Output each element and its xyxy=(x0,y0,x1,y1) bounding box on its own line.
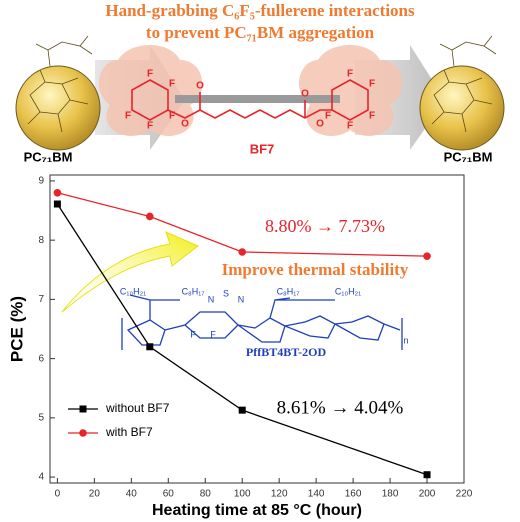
legend-marker xyxy=(79,405,87,413)
annotation: 8.80% → 7.73% xyxy=(265,216,385,236)
atom-label: F xyxy=(347,69,353,80)
polymer-atom-label: C₁₀H₂₁ xyxy=(120,286,146,296)
x-tick-label: 40 xyxy=(126,489,138,500)
y-tick-label: 4 xyxy=(38,472,44,483)
fullerene-label: PC₇₁BM xyxy=(444,149,493,164)
x-tick-label: 20 xyxy=(89,489,101,500)
data-point xyxy=(423,252,431,260)
x-tick-label: 220 xyxy=(456,489,473,500)
polymer-name: PffBT4BT-2OD xyxy=(246,345,327,359)
series-line xyxy=(57,192,428,257)
y-tick-label: 5 xyxy=(38,412,44,423)
fullerene-cage xyxy=(27,35,497,133)
polymer-bonds xyxy=(121,294,403,350)
polymer-atom-label: C₁₀H₂₁ xyxy=(335,286,361,296)
y-tick-label: 9 xyxy=(38,176,44,187)
linker-bar xyxy=(175,95,340,103)
x-tick-label: 100 xyxy=(234,489,251,500)
data-point xyxy=(146,343,154,351)
x-tick-label: 200 xyxy=(419,489,436,500)
data-point xyxy=(53,200,61,208)
atom-label: F xyxy=(125,111,131,122)
annotation: Improve thermal stability xyxy=(222,260,409,279)
fullerene xyxy=(15,65,101,151)
fullerene-label: PC₇₁BM xyxy=(24,149,73,164)
data-point xyxy=(238,406,246,414)
x-tick-label: 180 xyxy=(382,489,399,500)
data-point xyxy=(238,248,247,256)
atom-label: F xyxy=(169,111,175,122)
plot-frame xyxy=(49,174,465,484)
y-tick-label: 6 xyxy=(38,353,44,364)
highlight-arrow xyxy=(61,231,199,313)
polymer-atom-label: F xyxy=(210,329,216,339)
polymer-atom-label: n xyxy=(403,335,408,345)
atom-label: F xyxy=(147,121,153,132)
x-tick-label: 140 xyxy=(308,489,325,500)
atom-label: O xyxy=(196,81,204,92)
y-tick-label: 8 xyxy=(38,235,44,246)
legend-marker xyxy=(79,429,87,437)
polymer-atom-label: C₈H₁₇ xyxy=(182,286,205,296)
x-tick-label: 0 xyxy=(55,489,61,500)
atom-label: F xyxy=(325,111,331,122)
x-tick-label: 120 xyxy=(271,489,288,500)
atom-label: O xyxy=(316,119,324,130)
title-line: to prevent PC₇₁BM aggregation xyxy=(146,23,375,42)
polymer-atom-label: F xyxy=(190,329,196,339)
atom-label: F xyxy=(147,69,153,80)
series-line xyxy=(56,203,428,476)
x-tick-label: 60 xyxy=(163,489,175,500)
data-point xyxy=(423,471,431,479)
atom-label: F xyxy=(169,79,175,90)
hand-shape xyxy=(298,45,403,136)
polymer-atom-label: N xyxy=(238,294,245,304)
polymer-atom-label: N xyxy=(208,294,215,304)
atom-label: F xyxy=(369,79,375,90)
polymer-atom-label: C₈H₁₇ xyxy=(277,286,300,296)
y-axis-label: PCE (%) xyxy=(7,296,26,362)
atom-label: O xyxy=(301,89,309,100)
atom-label: O xyxy=(181,119,189,130)
legend-label: without BF7 xyxy=(105,401,170,415)
fullerene xyxy=(419,65,505,151)
data-point xyxy=(146,212,154,221)
title-line: Hand-grabbing C₆F₅-fullerene interaction… xyxy=(105,1,415,20)
atom-label: F xyxy=(347,121,353,132)
atom-label: F xyxy=(369,111,375,122)
legend-label: with BF7 xyxy=(105,425,153,439)
molecule-label: BF7 xyxy=(250,141,275,156)
x-tick-label: 160 xyxy=(345,489,362,500)
y-tick-label: 7 xyxy=(38,294,44,305)
annotation: 8.61% → 4.04% xyxy=(277,397,404,418)
polymer-atom-label: S xyxy=(223,288,229,298)
x-axis-label: Heating time at 85 °C (hour) xyxy=(152,502,362,519)
bf7-structure xyxy=(131,79,369,121)
x-tick-label: 80 xyxy=(200,489,212,500)
data-point xyxy=(53,188,62,197)
polymer-structure xyxy=(121,294,403,350)
